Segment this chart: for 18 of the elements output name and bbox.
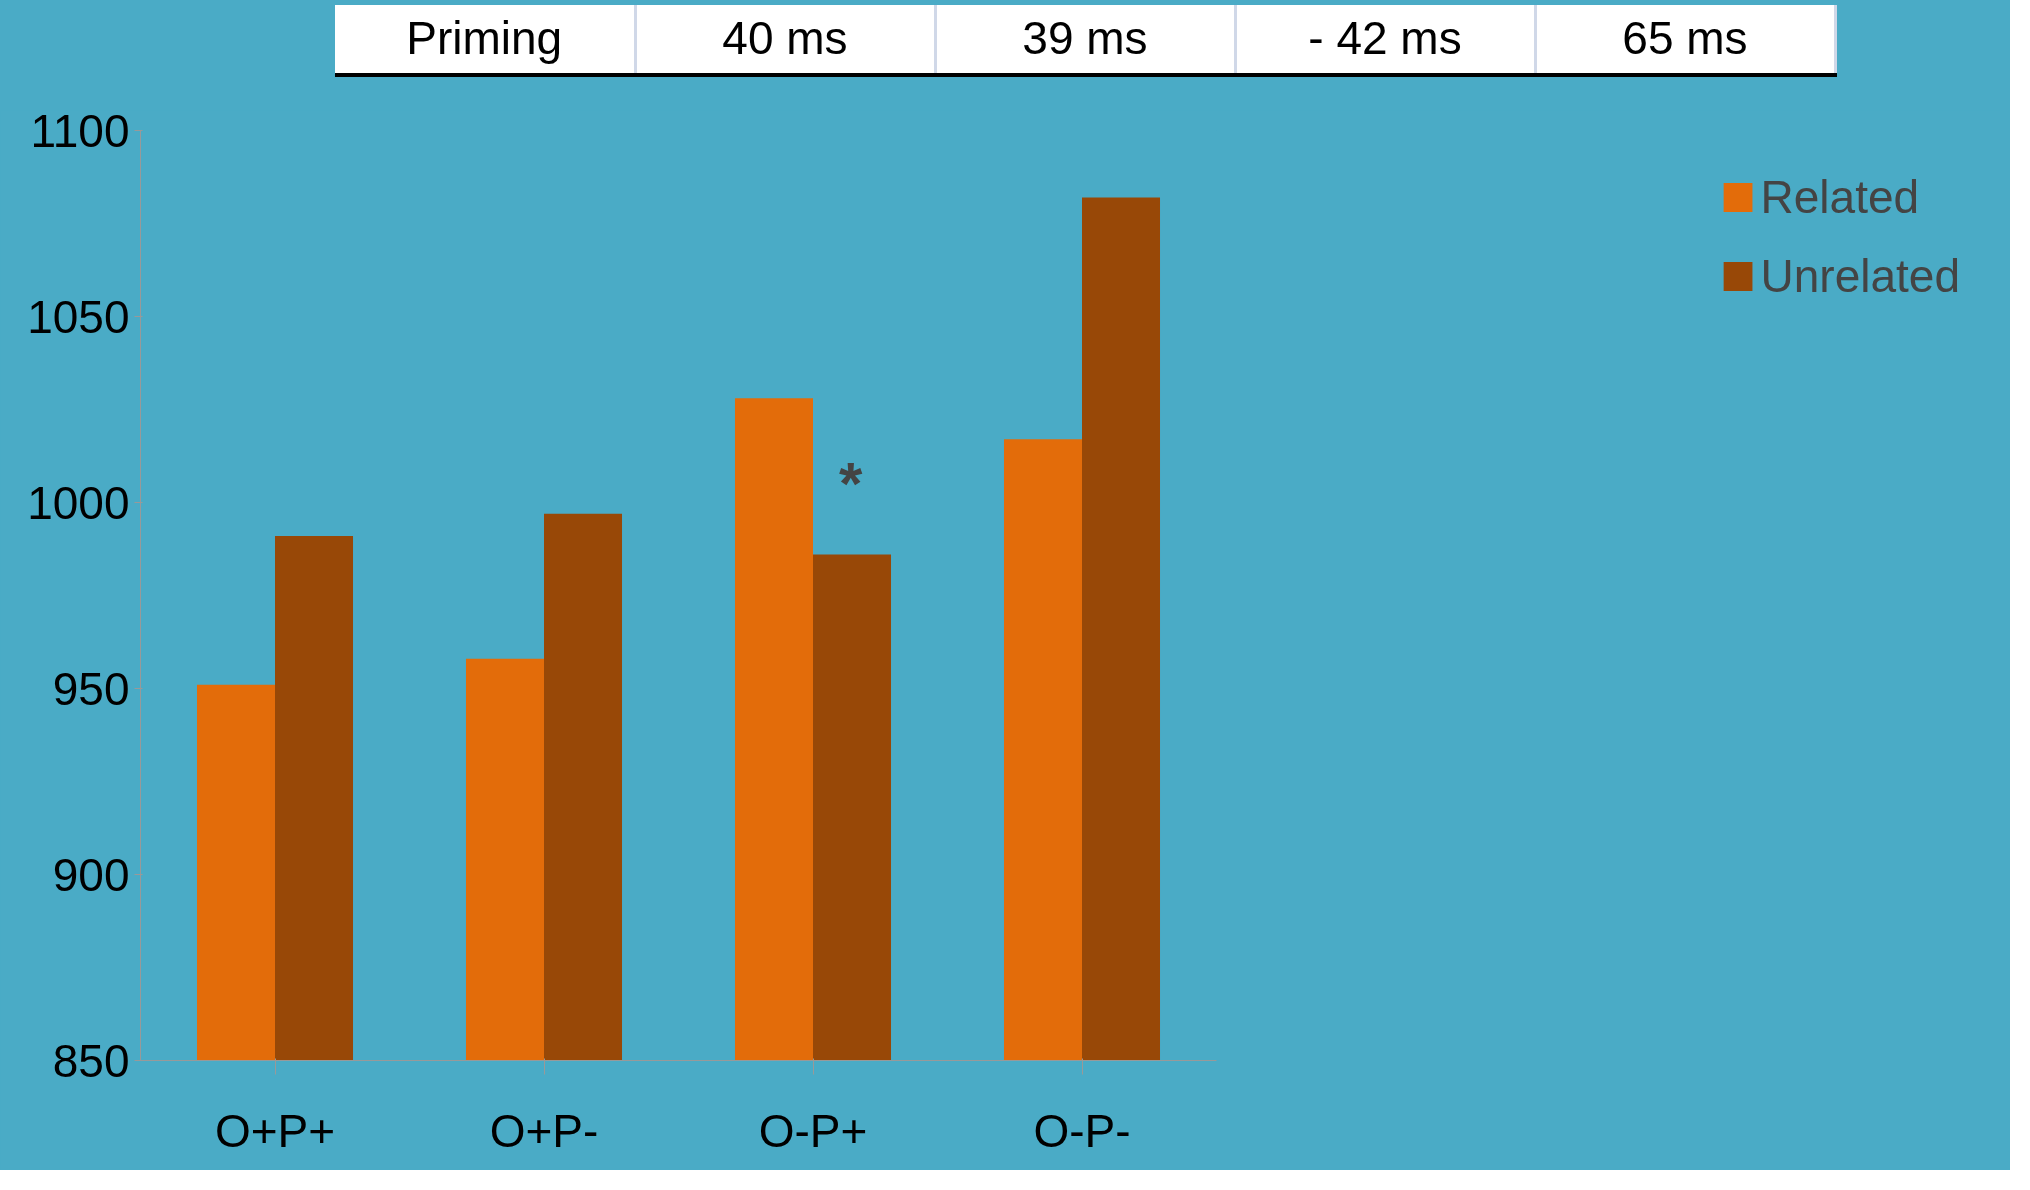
y-tick-label: 1050 bbox=[27, 290, 130, 343]
legend-label: Unrelated bbox=[1760, 249, 1960, 303]
x-tick-label: O+P+ bbox=[214, 1104, 336, 1157]
text: 40 ms bbox=[635, 5, 935, 75]
text: 65 ms bbox=[1535, 5, 1835, 75]
y-tick-label: 850 bbox=[52, 1034, 130, 1087]
y-tick-label: 1100 bbox=[30, 104, 130, 157]
text: - 42 ms bbox=[1235, 5, 1535, 75]
annotation: * bbox=[838, 450, 863, 518]
legend-label: Related bbox=[1760, 170, 1920, 224]
x-tick-label: O-P- bbox=[1033, 1104, 1131, 1157]
y-tick-label: 900 bbox=[52, 848, 130, 901]
x-tick-label: O-P+ bbox=[758, 1104, 868, 1157]
y-tick-label: 1000 bbox=[27, 476, 130, 529]
text: Priming bbox=[335, 5, 635, 75]
x-tick-label: O+P- bbox=[489, 1104, 599, 1157]
text: 39 ms bbox=[935, 5, 1235, 75]
y-tick-label: 950 bbox=[52, 662, 130, 715]
